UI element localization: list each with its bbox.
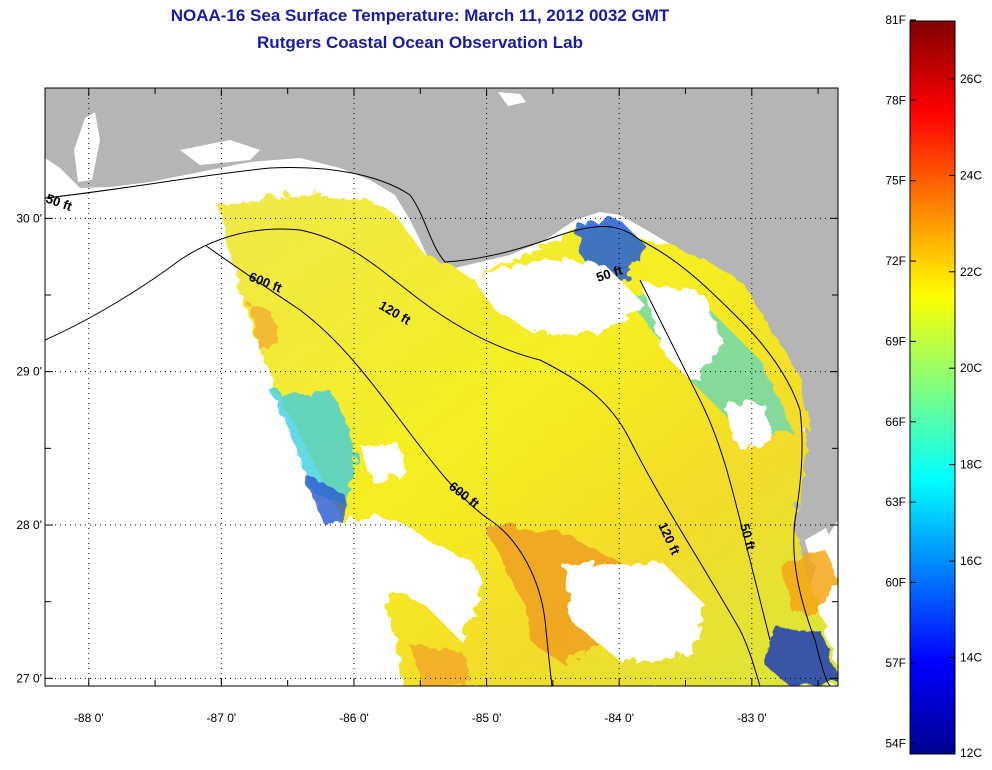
axis-labels: 30 0' 29 0' 28 0' 27 0' -88 0' -87 0' -86 0' -8… (16, 211, 766, 725)
map-title: NOAA-16 Sea Surface Temperature: March 1… (170, 6, 670, 25)
cloud-gap-3 (560, 560, 700, 660)
lake (498, 92, 526, 106)
colorbar-f-label: 72F (885, 254, 906, 268)
colorbar-c-label: 16C (960, 554, 982, 568)
contour-600ft (204, 244, 553, 686)
colorbar-f-label: 81F (885, 13, 906, 27)
lat-tick-label: 30 0' (16, 211, 42, 225)
colorbar-f-label: 60F (885, 576, 906, 590)
mobile-bay (74, 112, 100, 182)
bay-shoreline (180, 140, 260, 165)
contour-label: 50 ft (737, 522, 759, 552)
colorbar-f-label: 78F (885, 93, 906, 107)
map-subtitle: Rutgers Coastal Ocean Observation Lab (257, 33, 583, 52)
cloud-gap-4 (355, 440, 405, 480)
cool-patch-west (270, 390, 355, 500)
colorbar-c-label: 20C (960, 361, 982, 375)
colorbar-f-label: 75F (885, 174, 906, 188)
map-border (44, 87, 839, 687)
contour-120ft-east (639, 279, 771, 641)
warm-patch-southwest (405, 640, 470, 686)
lat-tick-label: 27 0' (16, 671, 42, 685)
colorbar-c-label: 18C (960, 458, 982, 472)
colorbar-labels: 81F 78F 75F 72F 69F 66F 63F 60F 57F 54F 26C 24C 22C 2… (885, 13, 982, 760)
lat-tick-label: 29 0' (16, 365, 42, 379)
lon-tick-label: -87 0' (207, 711, 237, 725)
cloud-gap-1 (470, 255, 640, 330)
lon-tick-label: -86 0' (339, 711, 369, 725)
lat-tick-label: 28 0' (16, 518, 42, 532)
colorbar-c-label: 14C (960, 651, 982, 665)
lon-tick-label: -88 0' (74, 711, 104, 725)
land-mass (45, 88, 838, 600)
cold-patch-swath-edge (300, 470, 345, 520)
cold-patch-south (760, 620, 835, 686)
colorbar-f-label: 63F (885, 495, 906, 509)
colorbar-f-label: 57F (885, 656, 906, 670)
colorbar-f-label: 66F (885, 415, 906, 429)
lon-tick-label: -84 0' (604, 711, 634, 725)
lon-tick-label: -85 0' (472, 711, 502, 725)
warm-patch-coast (775, 545, 835, 610)
warm-patch-west (245, 300, 275, 345)
bathymetry-contours (45, 167, 831, 686)
contour-50ft-coast (793, 519, 831, 686)
colorbar-c-label: 26C (960, 72, 982, 86)
lon-tick-label: -83 0' (737, 711, 767, 725)
colorbar (909, 20, 956, 755)
colorbar-c-label: 24C (960, 168, 982, 182)
contour-120ft (45, 228, 761, 686)
cloud-gap-5 (720, 400, 770, 445)
colorbar-c-label: 12C (960, 746, 982, 760)
cloud-gap-2 (640, 280, 720, 380)
colorbar-f-label: 54F (885, 736, 906, 750)
map-content: 50 ft 600 ft 120 ft 50 ft 600 ft 120 ft … (45, 88, 838, 686)
graticule (45, 88, 838, 686)
colorbar-f-label: 69F (885, 334, 906, 348)
colorbar-c-label: 22C (960, 265, 982, 279)
contour-50ft-north (45, 167, 803, 521)
